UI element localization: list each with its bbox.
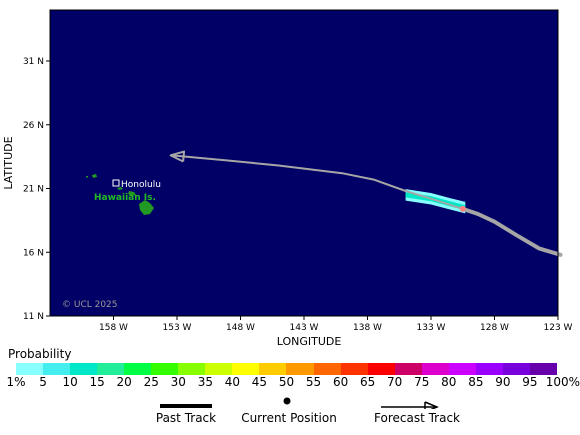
- probability-label: 25: [143, 375, 159, 389]
- lat-tick-label: 31 N: [23, 57, 44, 67]
- lon-tick-label: 138 W: [353, 323, 382, 333]
- probability-label: 85: [468, 375, 484, 389]
- lon-tick-label: 153 W: [163, 323, 192, 333]
- probability-label: 20: [116, 375, 132, 389]
- probability-label: 50: [278, 375, 295, 389]
- probability-label: 70: [387, 375, 403, 389]
- hawaiian-islands: [86, 174, 154, 215]
- colorbar-segment: [259, 363, 287, 375]
- region-label-hawaii: Hawaiian Is.: [94, 193, 156, 203]
- longitude-ticks: 158 W 153 W 148 W 143 W 138 W 133 W 128 W 123 W: [99, 316, 573, 333]
- colorbar-segment: [151, 363, 179, 375]
- legend-past-track: Past Track: [116, 393, 256, 425]
- colorbar-segment: [124, 363, 152, 375]
- probability-label: 60: [332, 375, 349, 389]
- lon-tick-label: 158 W: [99, 323, 128, 333]
- probability-label: 65: [360, 375, 376, 389]
- colorbar-segment: [529, 363, 557, 375]
- track-map: 158 W 153 W 148 W 143 W 138 W 133 W 128 W 123 W…: [2, 9, 573, 348]
- probability-label: 35: [197, 375, 213, 389]
- probability-label: 75: [414, 375, 430, 389]
- colorbar-segment: [394, 363, 422, 375]
- forecast-track-symbol: [381, 401, 439, 414]
- forecast-track-label: Forecast Track: [374, 411, 460, 425]
- colorbar-segment: [448, 363, 476, 375]
- legend-current-position: Current Position: [219, 393, 359, 425]
- forecast-arrowhead: [169, 150, 186, 163]
- probability-label: 15: [89, 375, 105, 389]
- ocean-area: [50, 10, 558, 316]
- lon-tick-label: 148 W: [226, 323, 255, 333]
- colorbar-segment: [70, 363, 98, 375]
- probability-title: Probability: [8, 347, 72, 361]
- probability-label: 1%: [6, 375, 26, 389]
- lat-tick-label: 26 N: [23, 121, 44, 131]
- probability-label: 10: [62, 375, 78, 389]
- colorbar-segment: [313, 363, 341, 375]
- current-position-marker: [459, 205, 466, 212]
- big-island-shape: [139, 200, 154, 215]
- lat-tick-label: 11 N: [23, 312, 44, 322]
- probability-label: 90: [495, 375, 511, 389]
- lon-tick-label: 128 W: [480, 323, 509, 333]
- lon-tick-label: 133 W: [417, 323, 446, 333]
- colorbar-segment: [421, 363, 449, 375]
- niihau-shape: [86, 176, 88, 178]
- probability-label: 100%: [545, 375, 580, 389]
- colorbar-segment: [367, 363, 395, 375]
- legend-forecast-track: Forecast Track: [347, 393, 487, 425]
- lat-tick-label: 21 N: [23, 185, 44, 195]
- probability-label: 30: [170, 375, 186, 389]
- probability-label: 95: [522, 375, 538, 389]
- colorbar-segment: [205, 363, 233, 375]
- y-axis-title: LATITUDE: [2, 136, 15, 189]
- past-track-symbol: [160, 404, 212, 408]
- probability-labels: 1% 5 10 15 20 25 30 35 40 45 50 55 60 65 70 75 80 85 90 95 1…: [0, 375, 580, 391]
- probability-label: 45: [251, 375, 268, 389]
- colorbar-segment: [286, 363, 314, 375]
- probability-label: 40: [224, 375, 241, 389]
- colorbar-segment: [97, 363, 125, 375]
- x-axis-title: LONGITUDE: [277, 335, 342, 348]
- city-label-honolulu: Honolulu: [121, 180, 161, 190]
- lat-tick-label: 16 N: [23, 248, 44, 258]
- colorbar-segment: [340, 363, 368, 375]
- current-position-label: Current Position: [241, 411, 337, 425]
- oahu-shape: [117, 187, 123, 190]
- colorbar-segment: [178, 363, 206, 375]
- forecast-track-line: [170, 154, 464, 210]
- colorbar-segment: [502, 363, 530, 375]
- current-position-symbol: [283, 397, 291, 405]
- copyright-label: © UCL 2025: [62, 300, 118, 310]
- colorbar-segment: [232, 363, 260, 375]
- lon-tick-label: 123 W: [544, 323, 573, 333]
- kauai-shape: [92, 174, 97, 178]
- probability-label: 5: [39, 375, 47, 389]
- probability-colorbar: [16, 363, 557, 375]
- past-track-line: [460, 206, 563, 257]
- colorbar-segment: [16, 363, 44, 375]
- probability-label: 80: [441, 375, 457, 389]
- latitude-ticks: 11 N 16 N 21 N 26 N 31 N: [23, 57, 50, 322]
- city-marker-icon: [112, 179, 120, 187]
- lon-tick-label: 143 W: [290, 323, 319, 333]
- colorbar-segment: [43, 363, 71, 375]
- colorbar-segment: [475, 363, 503, 375]
- maui-shape: [128, 191, 136, 196]
- probability-label: 55: [305, 375, 322, 389]
- past-track-label: Past Track: [155, 411, 217, 425]
